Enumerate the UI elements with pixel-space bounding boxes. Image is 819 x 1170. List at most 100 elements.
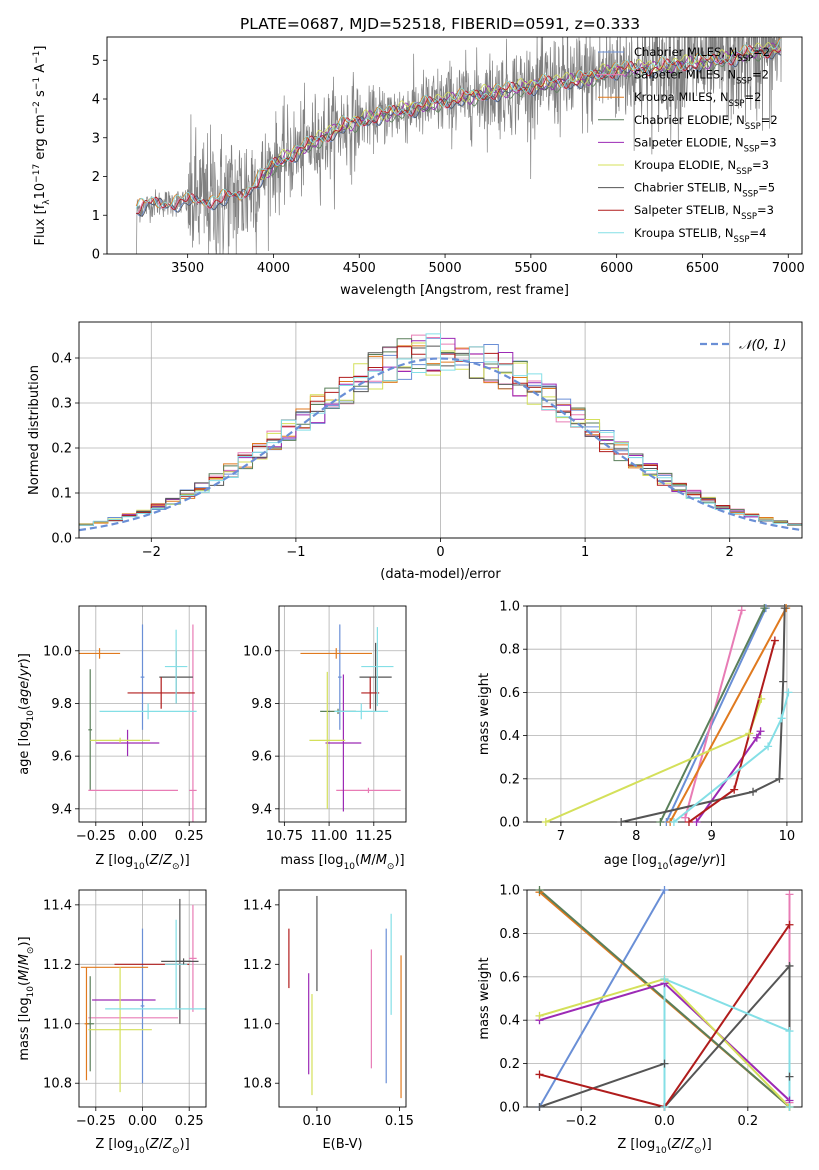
x-axis-label-part: )]	[180, 1137, 190, 1152]
y-axis-label-part: −17	[32, 164, 42, 183]
legend-label: Salpeter MILES, NSSP=2	[634, 68, 769, 87]
y-tick-label: 11.2	[243, 958, 272, 973]
x-axis-label-part: E(B-V)	[322, 1137, 362, 1152]
x-axis-label-part: 10	[133, 1146, 145, 1156]
x-axis-label-part: (	[355, 853, 360, 868]
x-tick-label: 9	[707, 829, 715, 844]
weight-marker	[660, 1103, 669, 1111]
legend-label-base: Salpeter MILES, N	[634, 68, 736, 82]
y-tick-label: 9.6	[51, 750, 72, 765]
y-axis-label: mass weight	[477, 957, 492, 1039]
y-axis-label: mass weight	[477, 673, 492, 755]
y-axis-label-part: mass [log	[17, 997, 32, 1060]
x-axis-label-part: Z	[162, 853, 173, 868]
plot-area	[135, 37, 782, 254]
legend-label-tail: =3	[752, 158, 769, 172]
x-axis-label-part: Z	[149, 853, 160, 868]
x-tick-label: 0.0	[654, 1114, 675, 1129]
legend-label-base: Chabrier ELODIE, N	[634, 113, 745, 127]
x-tick-label: −0.25	[76, 829, 116, 844]
plot-area	[80, 898, 206, 1093]
model-line-kroupa-stelib	[135, 38, 782, 209]
x-tick-label: 8	[632, 829, 640, 844]
x-tick-label: 0	[436, 545, 444, 560]
weight-marker	[785, 890, 794, 899]
x-tick-label: −0.2	[565, 1114, 597, 1129]
y-tick-label: 11.4	[43, 898, 72, 913]
plot-area	[79, 333, 802, 532]
y-axis-label-part: M	[17, 954, 32, 965]
y-tick-label: 0.4	[499, 729, 520, 744]
legend-label-sub: SSP	[729, 99, 745, 109]
x-axis-label-part: )]	[394, 853, 404, 868]
weight-marker	[535, 1070, 544, 1079]
x-axis-label-part: Z	[149, 1137, 160, 1152]
x-tick-label: 1	[581, 545, 589, 560]
x-tick-label: −0.25	[76, 1114, 116, 1129]
legend-label-sub: SSP	[736, 77, 752, 87]
weight-marker	[760, 604, 769, 613]
y-tick-label: 4	[92, 93, 100, 108]
x-tick-label: 7	[557, 829, 565, 844]
x-axis-label-part: )]	[702, 1137, 712, 1152]
y-tick-label: 1	[92, 209, 100, 224]
x-axis-label-part: (	[667, 1137, 672, 1152]
legend-label-sub: SSP	[737, 54, 753, 64]
weight-marker	[660, 1059, 669, 1068]
legend-label-tail: =2	[744, 90, 761, 104]
weight-marker	[770, 636, 779, 645]
legend-label-tail: =2	[761, 113, 778, 127]
histogram-kroupa-stelib	[79, 333, 802, 526]
weight-line-kroupa-miles	[669, 607, 788, 822]
legend-label: Salpeter ELODIE, NSSP=3	[634, 135, 777, 154]
y-tick-label: 0.8	[499, 643, 520, 658]
weight-marker	[617, 818, 626, 826]
legend-label-base: Salpeter ELODIE, N	[634, 135, 744, 149]
y-tick-label: 1.0	[499, 884, 520, 899]
x-axis-label-part: 10	[133, 862, 145, 872]
x-axis-label-part: Z [log	[617, 1137, 655, 1152]
weight-line-salpeter-elodie	[695, 730, 762, 822]
axes-frame	[526, 605, 803, 823]
x-axis-label-part: M	[376, 853, 387, 868]
x-axis-label-part: Z	[671, 1137, 682, 1152]
y-tick-label: 11.2	[43, 958, 72, 973]
weight-marker	[752, 733, 761, 742]
weight-marker	[535, 1103, 544, 1111]
y-tick-label: 0.3	[51, 397, 72, 412]
weight-line-kroupa-stelib	[673, 692, 790, 822]
panel-residuals: −2 −1 0 1 2 0.0 0.1 0.2 0.3 0.4 Normed distributio…	[27, 321, 803, 582]
y-axis-label: age [log10(age/yr)]	[17, 653, 36, 775]
x-tick-label: 0.2	[737, 1114, 758, 1129]
x-axis-label-part: Z [log	[95, 1137, 133, 1152]
axes-frame	[106, 36, 803, 255]
x-axis-label-part: /	[371, 853, 376, 868]
x-tick-label: 5500	[514, 261, 547, 276]
weight-line-kroupa-elodie	[545, 698, 763, 822]
x-axis-label-part: /	[681, 1137, 686, 1152]
x-axis-label-part: yr	[701, 853, 717, 868]
weight-marker	[660, 974, 669, 983]
x-tick-label: −2	[142, 545, 161, 560]
legend-label: Kroupa MILES, NSSP=2	[634, 90, 761, 109]
y-tick-label: 2	[92, 170, 100, 185]
y-tick-label: 9.4	[51, 802, 72, 817]
x-axis-label-part: ⊙	[694, 1146, 702, 1156]
legend-label-tail: =3	[757, 203, 774, 217]
model-line-kroupa-miles	[135, 38, 781, 208]
x-tick-label: 11.25	[355, 829, 392, 844]
weight-marker	[737, 606, 746, 615]
weight-marker	[785, 1027, 794, 1036]
y-tick-label: 10.0	[243, 644, 272, 659]
y-tick-label: 0.0	[499, 816, 520, 831]
y-tick-label: 0.8	[499, 927, 520, 942]
weight-marker	[780, 604, 789, 613]
weight-marker	[656, 818, 665, 826]
legend-label-tail: =4	[749, 226, 766, 240]
axes-frame	[278, 605, 407, 823]
weight-line-chabrier-miles	[538, 890, 666, 1107]
x-axis-label-part: )]	[715, 853, 725, 868]
x-axis-label-part: (	[145, 1137, 150, 1152]
x-axis-label-part: (	[668, 853, 673, 868]
